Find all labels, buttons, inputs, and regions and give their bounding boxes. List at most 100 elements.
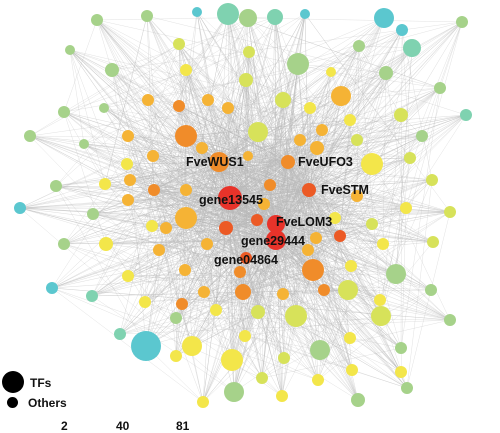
network-edge bbox=[330, 71, 451, 321]
network-edge bbox=[145, 161, 220, 347]
network-edge bbox=[185, 69, 284, 295]
network-node bbox=[456, 16, 468, 28]
network-edge bbox=[185, 217, 317, 239]
network-edge bbox=[287, 161, 373, 225]
network-edge bbox=[385, 72, 407, 209]
network-edge bbox=[282, 99, 289, 163]
network-node bbox=[326, 67, 336, 77]
network-edge bbox=[274, 16, 310, 191]
network-edge bbox=[319, 235, 341, 351]
network-edge bbox=[308, 189, 373, 225]
network-edge bbox=[261, 239, 277, 379]
network-node bbox=[182, 336, 202, 356]
network-edge bbox=[158, 249, 247, 259]
network-edge bbox=[312, 114, 467, 271]
network-edge bbox=[185, 135, 241, 273]
network-edge bbox=[127, 135, 187, 201]
network-node bbox=[374, 8, 394, 28]
network-node bbox=[444, 314, 456, 326]
network-edge bbox=[312, 21, 463, 271]
network-edge bbox=[231, 161, 289, 361]
network-edge bbox=[227, 13, 289, 163]
network-edge bbox=[178, 105, 358, 197]
network-edge bbox=[401, 21, 463, 31]
network-edge bbox=[319, 319, 451, 351]
network-edge bbox=[206, 243, 325, 291]
network-edge bbox=[263, 203, 341, 237]
network-node bbox=[99, 237, 113, 251]
network-edge bbox=[256, 219, 283, 397]
network-edge bbox=[218, 51, 250, 163]
network-edge bbox=[308, 189, 432, 291]
network-edge bbox=[202, 269, 314, 403]
network-edge bbox=[83, 17, 385, 145]
network-node bbox=[460, 109, 472, 121]
network-edge bbox=[309, 45, 360, 109]
network-node bbox=[361, 153, 383, 175]
network-node bbox=[394, 108, 408, 122]
network-edge bbox=[151, 225, 408, 389]
network-edge bbox=[382, 72, 387, 245]
network-edge bbox=[323, 289, 402, 349]
network-edge bbox=[165, 227, 319, 381]
network-node bbox=[310, 141, 324, 155]
network-edge bbox=[275, 239, 359, 401]
network-edge bbox=[185, 69, 217, 311]
network-edge bbox=[257, 311, 285, 359]
network-edge bbox=[218, 161, 277, 241]
network-edge bbox=[191, 163, 373, 347]
network-node bbox=[312, 374, 324, 386]
network-node bbox=[346, 364, 358, 376]
network-edge bbox=[63, 99, 284, 245]
network-edge bbox=[308, 189, 451, 213]
network-edge bbox=[287, 161, 434, 243]
network-node bbox=[258, 198, 270, 210]
network-edge bbox=[92, 114, 467, 215]
network-edge bbox=[92, 213, 146, 303]
network-edge bbox=[145, 237, 317, 347]
network-edge bbox=[312, 269, 402, 349]
network-edge bbox=[184, 155, 249, 271]
network-edge bbox=[245, 139, 358, 259]
network-node bbox=[310, 340, 330, 360]
network-node bbox=[444, 206, 456, 218]
network-node bbox=[176, 298, 188, 310]
network-edge bbox=[91, 135, 187, 297]
network-edge bbox=[129, 179, 310, 191]
network-edge bbox=[323, 179, 433, 291]
network-edge bbox=[295, 139, 301, 317]
network-edge bbox=[244, 335, 321, 351]
network-edge bbox=[63, 111, 107, 245]
network-edge bbox=[287, 161, 433, 181]
network-edge bbox=[51, 249, 160, 289]
network-edge bbox=[380, 114, 402, 317]
network-node bbox=[302, 259, 324, 281]
network-edge bbox=[308, 189, 381, 301]
network-edge bbox=[63, 43, 180, 113]
degree-tick-max: 81 bbox=[176, 419, 190, 433]
network-node bbox=[334, 230, 346, 242]
network-edge bbox=[146, 15, 177, 357]
network-edge bbox=[91, 295, 235, 393]
network-node bbox=[235, 284, 251, 300]
network-edge bbox=[185, 11, 198, 137]
network-edge bbox=[218, 147, 318, 163]
network-edge bbox=[202, 223, 277, 403]
network-edge bbox=[178, 43, 247, 81]
network-edge bbox=[218, 119, 351, 163]
network-node bbox=[294, 134, 306, 146]
network-edge bbox=[19, 207, 160, 251]
network-node bbox=[121, 158, 133, 170]
network-edge bbox=[218, 161, 384, 245]
network-edge bbox=[218, 161, 359, 401]
network-node bbox=[142, 94, 154, 106]
network-edge bbox=[269, 184, 407, 209]
network-edge bbox=[69, 49, 106, 185]
network-edge bbox=[287, 119, 351, 163]
network-edge bbox=[287, 161, 397, 275]
network-edge bbox=[153, 147, 203, 191]
network-edge bbox=[19, 189, 310, 209]
network-edge bbox=[233, 189, 310, 393]
network-edge bbox=[185, 114, 467, 137]
network-edge bbox=[129, 13, 229, 181]
